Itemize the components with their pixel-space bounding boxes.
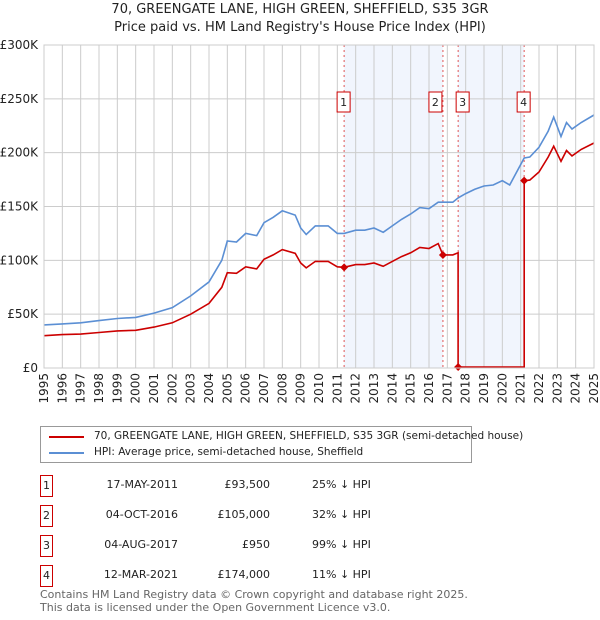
sale-label: 3 bbox=[459, 96, 466, 109]
legend-hpi-line bbox=[49, 451, 84, 454]
sale-date: 17-MAY-2011 bbox=[106, 478, 178, 491]
sale-price: £93,500 bbox=[224, 478, 271, 491]
footer-copyright: Contains HM Land Registry data © Crown c… bbox=[40, 588, 468, 601]
x-tick-label: 2014 bbox=[385, 373, 399, 404]
y-tick-label: £0 bbox=[23, 361, 38, 375]
x-tick-label: 1999 bbox=[110, 373, 124, 404]
footer: Contains HM Land Registry data © Crown c… bbox=[40, 588, 468, 614]
chart-subtitle: Price paid vs. HM Land Registry's House … bbox=[114, 20, 486, 35]
sale-hpi-diff: 25% ↓ HPI bbox=[312, 478, 371, 491]
legend-property-line bbox=[49, 435, 84, 438]
x-tick-label: 2012 bbox=[349, 373, 363, 404]
x-tick-label: 1998 bbox=[92, 373, 106, 404]
x-tick-label: 2000 bbox=[129, 373, 143, 404]
x-tick-label: 2002 bbox=[165, 373, 179, 404]
legend: 70, GREENGATE LANE, HIGH GREEN, SHEFFIEL… bbox=[40, 426, 523, 463]
sale-point bbox=[454, 362, 463, 371]
x-tick-label: 1996 bbox=[55, 373, 69, 404]
sale-row: 3 04-AUG-2017 £950 99% ↓ HPI bbox=[40, 535, 440, 557]
x-tick-label: 2024 bbox=[569, 373, 583, 404]
hpi-series-line bbox=[43, 114, 595, 326]
x-tick-label: 2020 bbox=[495, 373, 509, 404]
y-tick-label: £50K bbox=[7, 307, 39, 321]
x-tick-label: 2015 bbox=[404, 373, 418, 404]
sale-label: 4 bbox=[520, 96, 527, 109]
sale-date: 04-OCT-2016 bbox=[105, 508, 178, 521]
sale-point bbox=[340, 263, 349, 272]
sale-label: 2 bbox=[432, 96, 439, 109]
x-tick-label: 1997 bbox=[74, 373, 88, 404]
property-series-line bbox=[43, 142, 595, 368]
sale-price: £105,000 bbox=[217, 508, 271, 521]
sale-label: 1 bbox=[340, 96, 347, 109]
x-tick-label: 2013 bbox=[367, 373, 381, 404]
x-tick-label: 2005 bbox=[220, 373, 234, 404]
plot-border bbox=[43, 44, 595, 369]
x-tick-label: 2025 bbox=[587, 373, 600, 404]
x-tick-label: 2008 bbox=[275, 373, 289, 404]
x-tick-label: 2001 bbox=[147, 373, 161, 404]
y-tick-label: £250K bbox=[0, 92, 39, 106]
x-tick-label: 2003 bbox=[184, 373, 198, 404]
x-tick-label: 2011 bbox=[330, 373, 344, 404]
sale-date: 04-AUG-2017 bbox=[104, 538, 178, 551]
sale-row: 1 17-MAY-2011 £93,500 25% ↓ HPI bbox=[40, 475, 440, 497]
footer-licence: This data is licensed under the Open Gov… bbox=[40, 601, 391, 614]
sale-label-box bbox=[516, 91, 531, 113]
sale-date: 12-MAR-2021 bbox=[103, 568, 178, 581]
sale-point bbox=[520, 176, 529, 185]
x-tick-label: 2006 bbox=[239, 373, 253, 404]
x-tick-label: 2017 bbox=[440, 373, 454, 404]
sale-price: £174,000 bbox=[217, 568, 271, 581]
sale-label-box bbox=[336, 91, 351, 113]
y-tick-label: £200K bbox=[0, 146, 39, 160]
chart-title: 70, GREENGATE LANE, HIGH GREEN, SHEFFIEL… bbox=[111, 2, 489, 17]
sale-price: £950 bbox=[242, 538, 270, 551]
sale-number: 4 bbox=[40, 565, 53, 587]
y-tick-label: £100K bbox=[0, 253, 39, 267]
legend-hpi-label: HPI: Average price, semi-detached house,… bbox=[94, 446, 364, 458]
sale-label-box bbox=[455, 91, 470, 113]
x-tick-label: 2022 bbox=[532, 373, 546, 404]
x-tick-label: 2019 bbox=[477, 373, 491, 404]
y-tick-label: £150K bbox=[0, 200, 39, 214]
sale-label-box bbox=[428, 91, 443, 113]
x-tick-label: 1995 bbox=[37, 373, 51, 404]
x-tick-label: 2023 bbox=[550, 373, 564, 404]
y-tick-label: £300K bbox=[0, 38, 39, 52]
legend-property-label: 70, GREENGATE LANE, HIGH GREEN, SHEFFIEL… bbox=[94, 430, 524, 442]
sale-number: 3 bbox=[40, 535, 53, 557]
sale-hpi-diff: 11% ↓ HPI bbox=[312, 568, 371, 581]
x-tick-label: 2009 bbox=[294, 373, 308, 404]
x-tick-label: 2004 bbox=[202, 373, 216, 404]
x-tick-label: 2021 bbox=[514, 373, 528, 404]
sale-point bbox=[438, 250, 447, 259]
sale-hpi-diff: 32% ↓ HPI bbox=[312, 508, 371, 521]
sale-hpi-diff: 99% ↓ HPI bbox=[312, 538, 371, 551]
x-tick-label: 2010 bbox=[312, 373, 326, 404]
chart-svg: 1995 1996 1997 1998 1999 2000 2001 2002 2003 2004… bbox=[0, 38, 600, 404]
sale-number: 1 bbox=[40, 475, 53, 497]
x-tick-label: 2016 bbox=[422, 373, 436, 404]
sale-number: 2 bbox=[40, 505, 53, 527]
x-tick-label: 2007 bbox=[257, 373, 271, 404]
sale-row: 4 12-MAR-2021 £174,000 11% ↓ HPI bbox=[40, 565, 440, 587]
sale-row: 2 04-OCT-2016 £105,000 32% ↓ HPI bbox=[40, 505, 440, 527]
x-tick-label: 2018 bbox=[459, 373, 473, 404]
